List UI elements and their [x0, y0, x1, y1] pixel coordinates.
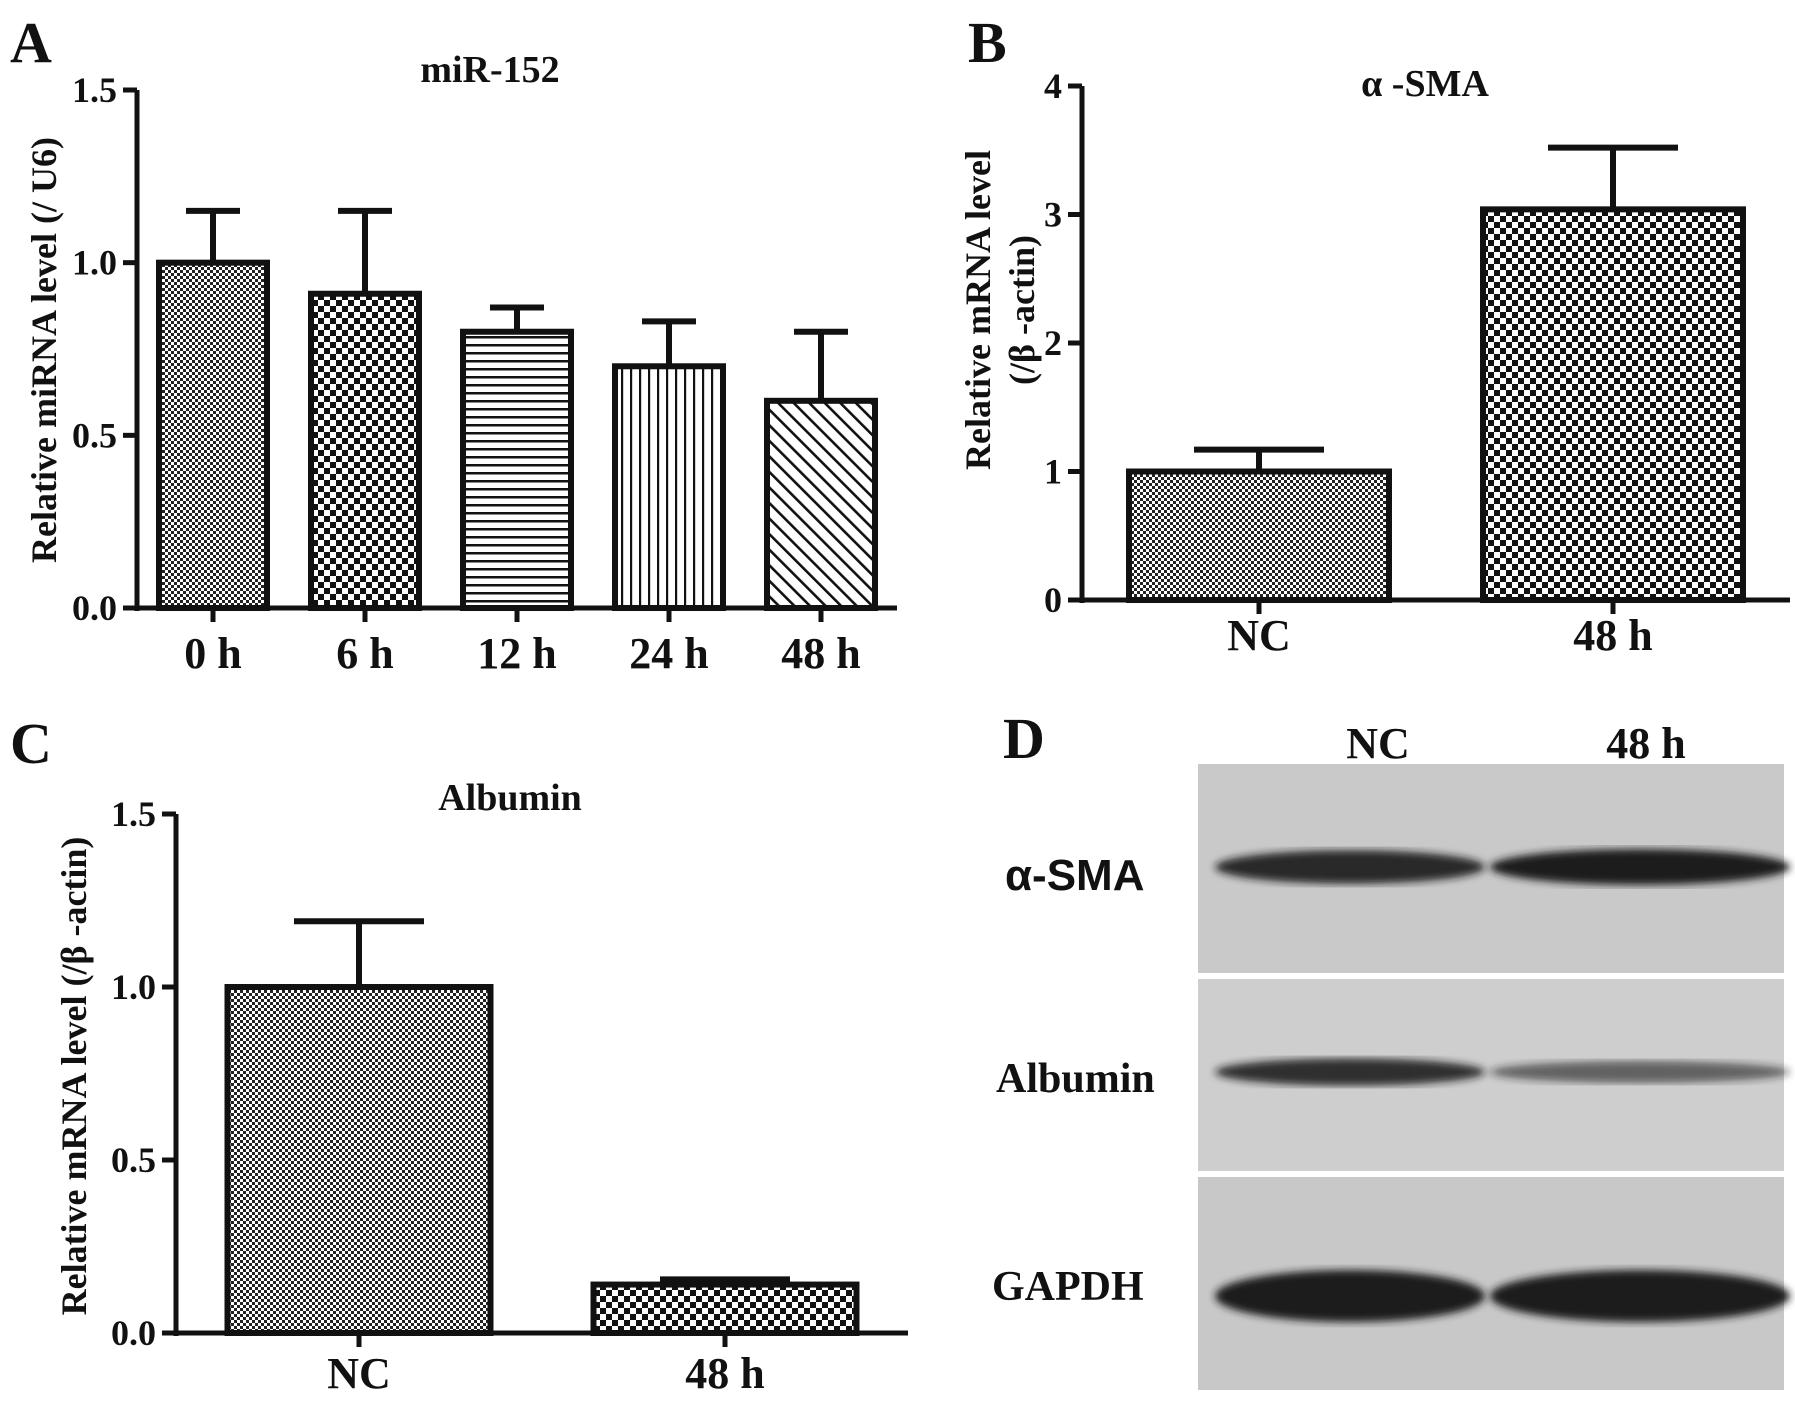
y-tick-label: 0.0 — [72, 588, 117, 628]
blot-band — [1215, 1058, 1485, 1086]
y-tick-label: 4 — [1044, 66, 1062, 106]
y-tick-label: 2 — [1044, 323, 1062, 363]
chart-panel-b: α -SMA Relative mRNA level (/β -actin) NC 48… — [958, 63, 1790, 660]
chart-title: α -SMA — [1361, 63, 1489, 105]
bar — [308, 290, 422, 611]
y-axis-label: Relative miRNA level (/ U6) — [24, 137, 64, 563]
x-tick-label: 24 h — [629, 629, 708, 678]
bar — [460, 328, 574, 611]
panel-letter-a: A — [10, 10, 52, 75]
y-tick-label: 1.0 — [72, 243, 117, 283]
panel-letter-b: B — [968, 10, 1007, 75]
x-tick-label: NC — [327, 1349, 391, 1398]
y-tick-label: 0.0 — [111, 1313, 156, 1353]
chart-panel-c: Albumin Relative mRNA level (/β -actin) NC… — [54, 777, 908, 1398]
blot-lane-label-48h: 48 h — [1606, 719, 1685, 768]
x-tick-label: 12 h — [477, 629, 556, 678]
y-tick-label: 0 — [1044, 580, 1062, 620]
x-tick-label: NC — [1227, 611, 1291, 660]
y-axis-label: Relative mRNA level (/β -actin) — [54, 837, 94, 1316]
bar — [1126, 468, 1392, 603]
blot-row-label-gapdh: GAPDH — [992, 1264, 1144, 1310]
blot-band — [1490, 849, 1790, 885]
panel-letter-d: D — [1003, 706, 1045, 771]
western-blot-panel-d: NC 48 h α-SMA Albumin GAPDH — [992, 719, 1790, 1390]
bar — [764, 397, 878, 611]
y-tick-label: 0.5 — [72, 415, 117, 455]
bar — [224, 984, 494, 1336]
blot-band — [1490, 1061, 1790, 1083]
y-axis-label: Relative mRNA level (/β -actin) — [958, 150, 1042, 470]
x-tick-label: 6 h — [336, 629, 393, 678]
x-tick-label: 48 h — [1573, 611, 1652, 660]
bar — [590, 1281, 860, 1337]
blot-row-label-albumin: Albumin — [996, 1056, 1155, 1102]
blot-lane-label-nc: NC — [1346, 719, 1410, 768]
panel-letter-c: C — [10, 711, 52, 776]
bar — [612, 363, 726, 611]
y-tick-label: 3 — [1044, 195, 1062, 235]
y-tick-label: 1.0 — [111, 967, 156, 1007]
y-tick-label: 1 — [1044, 452, 1062, 492]
blot-band — [1215, 850, 1485, 884]
y-tick-label: 0.5 — [111, 1140, 156, 1180]
chart-title: miR-152 — [420, 49, 559, 91]
x-tick-label: 48 h — [685, 1349, 764, 1398]
blot-band — [1215, 1270, 1485, 1322]
x-tick-label: 0 h — [184, 629, 241, 678]
bar — [156, 259, 270, 611]
blot-row-label-alpha-sma: α-SMA — [1005, 851, 1144, 900]
chart-title: Albumin — [438, 777, 582, 819]
chart-panel-a: miR-152 Relative miRNA level (/ U6) 0 h 6 h… — [24, 49, 897, 678]
y-tick-label: 1.5 — [111, 794, 156, 834]
y-tick-label: 1.5 — [72, 70, 117, 110]
bar — [1480, 206, 1746, 604]
x-tick-label: 48 h — [781, 629, 860, 678]
blot-band — [1490, 1270, 1790, 1322]
